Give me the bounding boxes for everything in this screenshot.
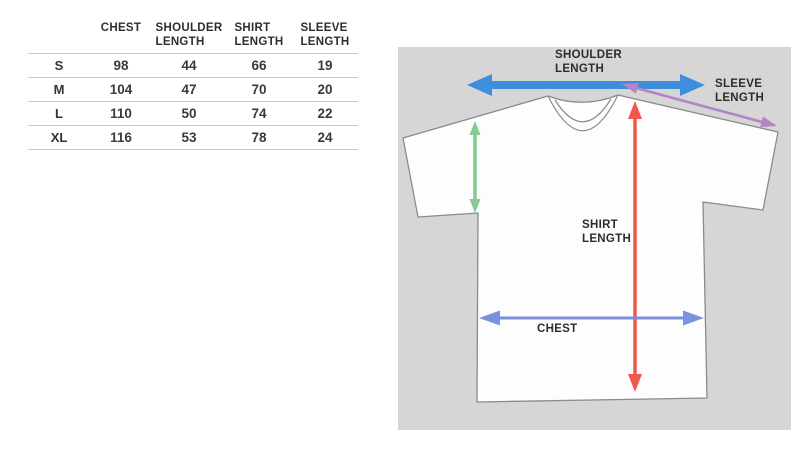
- chest-arrow: [479, 310, 704, 326]
- shirt-length-label: SHIRT LENGTH: [582, 219, 631, 246]
- arrowhead-top: [469, 121, 481, 135]
- column-header-empty: [28, 20, 90, 55]
- arrowhead-right: [760, 116, 777, 128]
- shirt-length-value: 74: [226, 101, 292, 127]
- sleeve-length-value: 22: [292, 101, 358, 127]
- sleeve-length-label: SLEEVE LENGTH: [715, 78, 764, 105]
- size-label: L: [28, 101, 90, 127]
- armhole-depth-arrow: [469, 121, 481, 213]
- chest-value: 116: [90, 125, 152, 151]
- label-line: LENGTH: [555, 62, 605, 75]
- table-row: L 110 50 74 22: [28, 101, 358, 127]
- shirt-length-arrow: [628, 101, 642, 392]
- table-header-row: CHEST SHOULDER LENGTH SHIRT LENGTH SLEEVE L…: [28, 20, 358, 55]
- collar-inner-arc: [554, 98, 612, 123]
- shirt-length-value: 78: [226, 125, 292, 151]
- sleeve-length-value: 20: [292, 77, 358, 103]
- chest-label: CHEST: [537, 323, 577, 337]
- label-line: SHIRT: [582, 219, 618, 231]
- label-line: CHEST: [537, 323, 578, 335]
- size-label: XL: [28, 125, 90, 151]
- table-row: S 98 44 66 19: [28, 53, 358, 79]
- shirt-length-value: 70: [226, 77, 292, 103]
- column-header-shoulder-length: SHOULDER LENGTH: [152, 20, 226, 55]
- tshirt-diagram-svg: [398, 47, 791, 430]
- column-header-shirt-length: SHIRT LENGTH: [226, 20, 292, 55]
- shoulder-length-value: 50: [152, 101, 226, 127]
- shoulder-length-value: 53: [152, 125, 226, 151]
- arrowhead-left: [479, 310, 500, 326]
- label-line: LENGTH: [582, 232, 632, 245]
- arrow-shaft: [635, 86, 763, 124]
- arrowhead-bottom: [628, 374, 642, 392]
- table-row: M 104 47 70 20: [28, 77, 358, 103]
- label-line: SLEEVE: [715, 78, 763, 90]
- label-line: LENGTH: [715, 91, 765, 104]
- sleeve-length-value: 19: [292, 53, 358, 79]
- size-label: S: [28, 53, 90, 79]
- label-line: SHOULDER: [555, 49, 622, 61]
- tshirt-outline: [402, 94, 779, 403]
- shirt-length-value: 66: [226, 53, 292, 79]
- column-header-sleeve-length: SLEEVE LENGTH: [292, 20, 358, 55]
- column-header-chest: CHEST: [90, 20, 152, 55]
- sleeve-length-arrow: [622, 82, 777, 128]
- shoulder-length-arrow: [467, 74, 705, 96]
- chest-value: 110: [90, 101, 152, 127]
- chest-value: 104: [90, 77, 152, 103]
- shoulder-length-value: 44: [152, 53, 226, 79]
- shoulder-length-value: 47: [152, 77, 226, 103]
- arrowhead-left: [467, 74, 492, 96]
- arrowhead-right: [683, 310, 704, 326]
- size-label: M: [28, 77, 90, 103]
- arrowhead-top: [628, 101, 642, 119]
- sleeve-length-value: 24: [292, 125, 358, 151]
- measurement-diagram: SHOULDER LENGTH SLEEVE LENGTH SHIRT LENG…: [398, 47, 791, 430]
- arrowhead-left: [622, 82, 639, 94]
- shoulder-length-label: SHOULDER LENGTH: [555, 49, 622, 76]
- collar-outer-arc: [547, 94, 619, 132]
- arrowhead-right: [680, 74, 705, 96]
- chest-value: 98: [90, 53, 152, 79]
- arrowhead-bottom: [469, 199, 481, 213]
- table-row: XL 116 53 78 24: [28, 125, 358, 151]
- size-chart-table: CHEST SHOULDER LENGTH SHIRT LENGTH SLEEVE L…: [28, 20, 358, 151]
